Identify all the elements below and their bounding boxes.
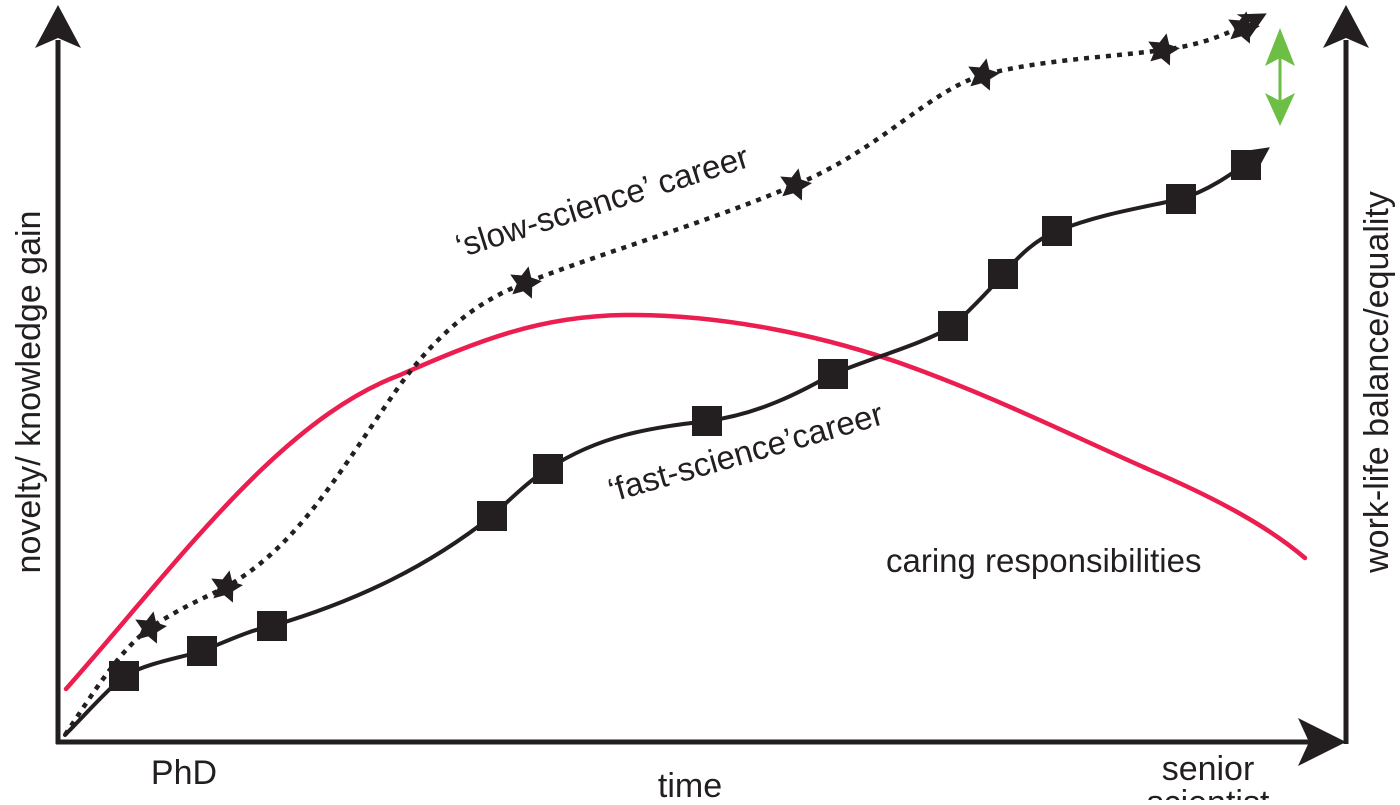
x-end-label-line2: scientist [1147, 784, 1270, 800]
x-start-label: PhD [151, 754, 217, 792]
star-icon [211, 570, 243, 603]
square-icon [257, 611, 287, 641]
y-axis-right-label: work-life balance/equality [1358, 191, 1396, 574]
square-icon [988, 259, 1018, 289]
gap-double-arrow-icon [1265, 28, 1295, 126]
caring-curve [63, 312, 1308, 692]
star-icon [510, 266, 542, 299]
star-icon [1148, 33, 1180, 66]
square-icon [187, 636, 217, 666]
square-icon [938, 311, 968, 341]
arrow-up-icon [35, 5, 81, 48]
slow-science-markers [135, 11, 1260, 644]
square-icon [1231, 150, 1261, 180]
slow-science-label: ‘slow-science’ career [451, 138, 753, 265]
arrow-up-icon [1323, 5, 1369, 48]
star-icon [780, 168, 812, 201]
star-icon [968, 58, 1000, 91]
arrow-right-icon [1298, 718, 1346, 766]
slow-science-curve [63, 13, 1267, 737]
fast-science-markers [109, 150, 1261, 691]
square-icon [477, 501, 507, 531]
square-icon [818, 359, 848, 389]
square-icon [692, 406, 722, 436]
square-icon [109, 661, 139, 691]
square-icon [533, 454, 563, 484]
star-icon [135, 611, 167, 644]
x-end-label-line1: senior [1162, 750, 1255, 788]
x-axis-label: time [658, 767, 722, 800]
caring-responsibilities-label: caring responsibilities [886, 542, 1201, 579]
square-icon [1042, 216, 1072, 246]
square-icon [1166, 184, 1196, 214]
y-axis-left-label: novelty/ knowledge gain [10, 211, 48, 574]
star-icon [1228, 11, 1260, 44]
axes [35, 5, 1369, 766]
